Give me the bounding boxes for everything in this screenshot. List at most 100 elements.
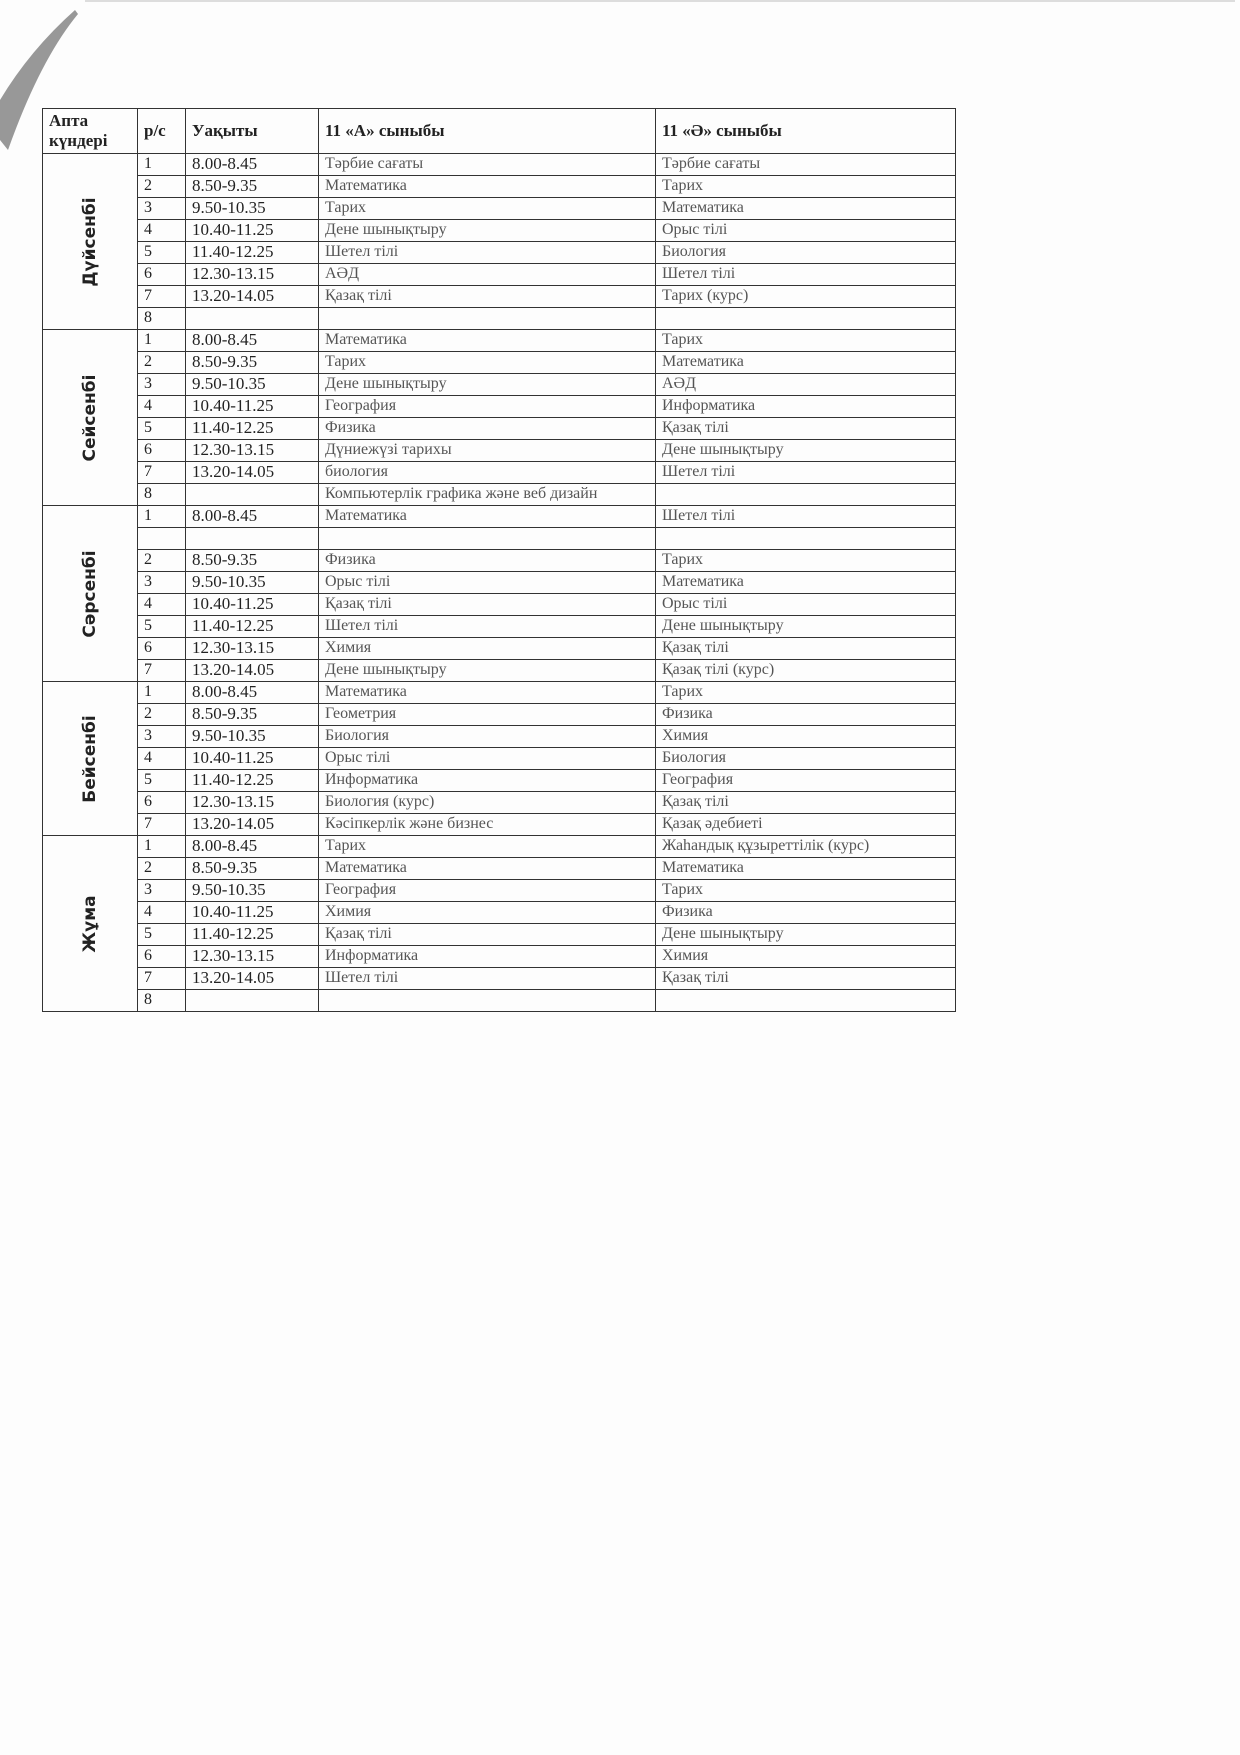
class-b-subject: Шетел тілі — [655, 263, 956, 286]
class-b-subject: География — [655, 769, 956, 792]
table-row: 5 11.40-12.25 Қазақ тілі Дене шынықтыру — [43, 923, 956, 946]
class-a-subject: Дене шынықтыру — [318, 659, 656, 682]
lesson-number: 5 — [137, 615, 186, 638]
table-row — [43, 527, 956, 550]
table-row: 2 8.50-9.35 Тарих Математика — [43, 351, 956, 374]
class-a-subject: Қазақ тілі — [318, 593, 656, 616]
lesson-time: 12.30-13.15 — [185, 791, 319, 814]
lesson-time: 8.00-8.45 — [185, 505, 319, 528]
lesson-time: 13.20-14.05 — [185, 967, 319, 990]
class-b-subject: Информатика — [655, 395, 956, 418]
header-num: р/с — [137, 108, 186, 154]
day-cell: Сейсенбі — [42, 329, 138, 506]
class-a-subject: Тарих — [318, 351, 656, 374]
day-cell: Сәрсенбі — [42, 505, 138, 682]
lesson-number: 1 — [137, 505, 186, 528]
table-row: 6 12.30-13.15 Дүниежүзі тарихы Дене шынықты… — [43, 439, 956, 462]
lesson-time: 8.50-9.35 — [185, 175, 319, 198]
class-a-subject: Информатика — [318, 945, 656, 968]
header-class-a: 11 «А» сыныбы — [318, 108, 656, 154]
class-a-subject: Шетел тілі — [318, 241, 656, 264]
lesson-number: 5 — [137, 923, 186, 946]
lesson-time: 12.30-13.15 — [185, 439, 319, 462]
class-a-subject: Қазақ тілі — [318, 923, 656, 946]
lesson-time: 9.50-10.35 — [185, 725, 319, 748]
table-row: 5 11.40-12.25 Информатика География — [43, 769, 956, 792]
table-row: 2 8.50-9.35 Геометрия Физика — [43, 703, 956, 726]
lesson-time — [185, 483, 319, 506]
lesson-time: 13.20-14.05 — [185, 461, 319, 484]
class-a-subject: Тарих — [318, 197, 656, 220]
class-a-subject: Геометрия — [318, 703, 656, 726]
class-b-subject: Биология — [655, 241, 956, 264]
table-row: 7 13.20-14.05 биология Шетел тілі — [43, 461, 956, 484]
class-b-subject: Математика — [655, 351, 956, 374]
class-a-subject: Биология (курс) — [318, 791, 656, 814]
day-name: Дүйсенбі — [80, 196, 100, 287]
day-name: Сәрсенбі — [80, 549, 100, 638]
lesson-number: 5 — [137, 417, 186, 440]
lesson-number: 4 — [137, 395, 186, 418]
class-b-subject — [655, 307, 956, 330]
lesson-number: 7 — [137, 285, 186, 308]
scan-edge — [85, 0, 1235, 2]
lesson-number: 1 — [137, 329, 186, 352]
lesson-time: 10.40-11.25 — [185, 593, 319, 616]
table-row: Сейсенбі 1 8.00-8.45 Математика Тарих — [42, 329, 956, 506]
lesson-number: 3 — [137, 725, 186, 748]
lesson-time: 8.50-9.35 — [185, 549, 319, 572]
lesson-number: 6 — [137, 263, 186, 286]
class-a-subject — [318, 307, 656, 330]
header-row: Апта күндері р/с Уақыты 11 «А» сыныбы 11… — [42, 108, 956, 154]
lesson-time: 10.40-11.25 — [185, 395, 319, 418]
lesson-time: 12.30-13.15 — [185, 263, 319, 286]
class-b-subject: Дене шынықтыру — [655, 615, 956, 638]
lesson-time: 12.30-13.15 — [185, 637, 319, 660]
lesson-number: 3 — [137, 571, 186, 594]
class-a-subject: География — [318, 395, 656, 418]
table-row: 5 11.40-12.25 Шетел тілі Биология — [43, 241, 956, 264]
class-b-subject: Математика — [655, 571, 956, 594]
table-row: 4 10.40-11.25 География Информатика — [43, 395, 956, 418]
lesson-time: 13.20-14.05 — [185, 285, 319, 308]
class-a-subject: Компьютерлік графика және веб дизайн — [318, 483, 656, 506]
lesson-number: 4 — [137, 901, 186, 924]
class-b-subject: Физика — [655, 703, 956, 726]
class-a-subject: Физика — [318, 549, 656, 572]
table-row: 5 11.40-12.25 Шетел тілі Дене шынықтыру — [43, 615, 956, 638]
class-a-subject — [318, 527, 656, 550]
schedule-table: Апта күндері р/с Уақыты 11 «А» сыныбы 11… — [42, 108, 956, 1012]
class-b-subject: Жаһандық құзыреттілік (курс) — [655, 835, 956, 858]
lesson-time: 8.00-8.45 — [185, 329, 319, 352]
lesson-time: 10.40-11.25 — [185, 219, 319, 242]
lesson-time: 8.00-8.45 — [185, 681, 319, 704]
header-day: Апта күндері — [42, 108, 138, 154]
class-b-subject: Химия — [655, 725, 956, 748]
class-b-subject — [655, 527, 956, 550]
class-a-subject: Физика — [318, 417, 656, 440]
class-a-subject: Математика — [318, 329, 656, 352]
lesson-time — [185, 989, 319, 1012]
lesson-number: 1 — [137, 153, 186, 176]
table-row: 2 8.50-9.35 Физика Тарих — [43, 549, 956, 572]
class-b-subject: Орыс тілі — [655, 219, 956, 242]
lesson-number: 5 — [137, 769, 186, 792]
class-a-subject: Дүниежүзі тарихы — [318, 439, 656, 462]
class-b-subject: Тарих — [655, 549, 956, 572]
class-b-subject: Биология — [655, 747, 956, 770]
class-a-subject: Математика — [318, 175, 656, 198]
header-time: Уақыты — [185, 108, 319, 154]
class-b-subject: Тарих — [655, 329, 956, 352]
class-b-subject: Дене шынықтыру — [655, 439, 956, 462]
class-b-subject: Қазақ тілі — [655, 637, 956, 660]
class-b-subject: Қазақ тілі — [655, 417, 956, 440]
lesson-time: 11.40-12.25 — [185, 615, 319, 638]
table-row: 3 9.50-10.35 Дене шынықтыру АӘД — [43, 373, 956, 396]
lesson-time — [185, 307, 319, 330]
lesson-time: 13.20-14.05 — [185, 659, 319, 682]
lesson-number: 2 — [137, 549, 186, 572]
table-row: 7 13.20-14.05 Қазақ тілі Тарих (курс) — [43, 285, 956, 308]
lesson-time: 9.50-10.35 — [185, 571, 319, 594]
lesson-number — [137, 527, 186, 550]
class-a-subject: Химия — [318, 637, 656, 660]
